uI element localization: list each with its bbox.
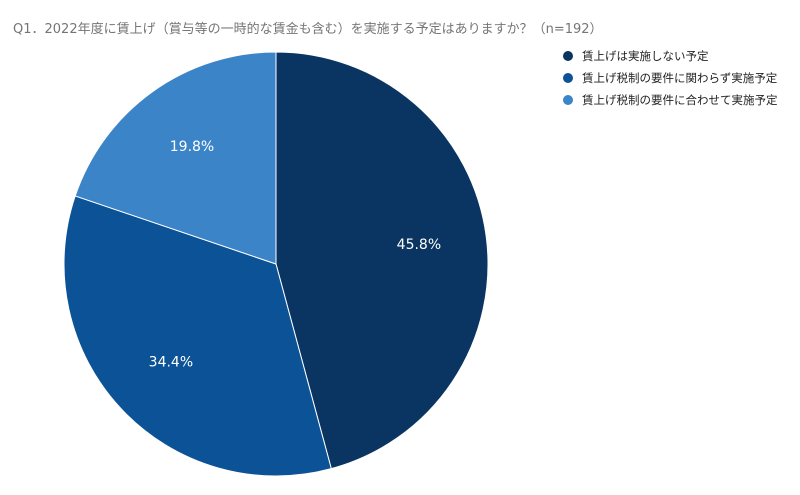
legend-swatch bbox=[563, 72, 573, 83]
slice-data-label: 34.4% bbox=[149, 355, 193, 371]
pie-slice-raise-regardless[interactable] bbox=[63, 195, 332, 477]
slice-data-label: 45.8% bbox=[397, 237, 441, 253]
legend-item-no-raise[interactable]: 賃上げは実施しない予定 bbox=[563, 48, 778, 63]
legend-item-raise-per-requirements[interactable]: 賃上げ税制の要件に合わせて実施予定 bbox=[563, 92, 778, 107]
slice-data-label: 19.8% bbox=[170, 139, 214, 155]
pie-slice-no-raise[interactable] bbox=[275, 51, 489, 470]
chart-title: Q1．2022年度に賃上げ（賞与等の一時的な賃金も含む）を実施する予定はあります… bbox=[13, 22, 603, 37]
legend: 賃上げは実施しない予定 賃上げ税制の要件に関わらず実施予定 賃上げ税制の要件に合… bbox=[563, 48, 778, 114]
legend-swatch bbox=[563, 94, 573, 105]
legend-label: 賃上げは実施しない予定 bbox=[582, 48, 709, 63]
legend-label: 賃上げ税制の要件に合わせて実施予定 bbox=[582, 92, 778, 107]
pie-slice-raise-per-requirements[interactable] bbox=[74, 51, 277, 265]
legend-item-raise-regardless[interactable]: 賃上げ税制の要件に関わらず実施予定 bbox=[563, 70, 778, 85]
legend-label: 賃上げ税制の要件に関わらず実施予定 bbox=[582, 70, 778, 85]
legend-swatch bbox=[563, 50, 573, 61]
